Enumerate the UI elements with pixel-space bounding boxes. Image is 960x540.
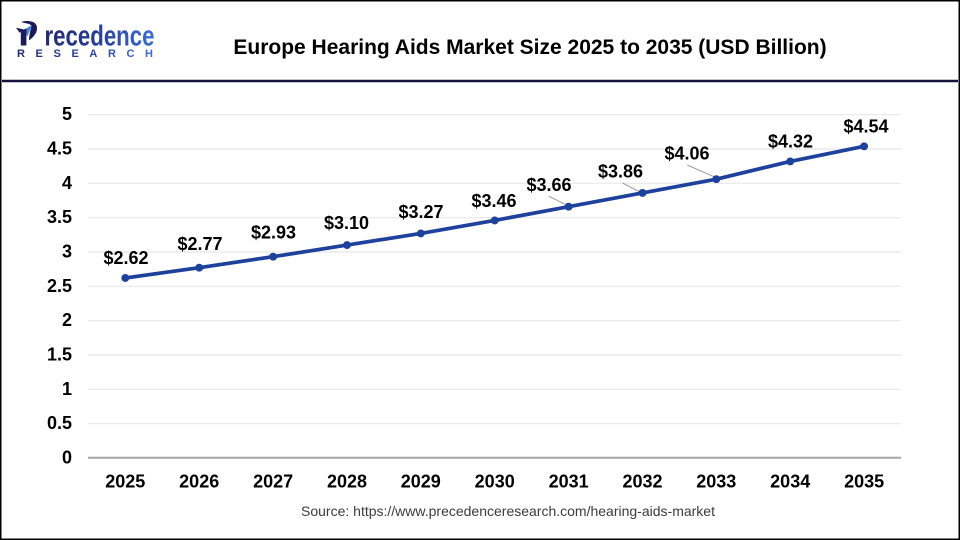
svg-text:4.5: 4.5	[47, 139, 72, 159]
svg-text:$3.46: $3.46	[471, 191, 516, 211]
svg-text:$4.54: $4.54	[843, 117, 888, 137]
svg-text:2032: 2032	[622, 472, 662, 492]
svg-text:2026: 2026	[179, 472, 219, 492]
svg-text:0.5: 0.5	[47, 413, 72, 433]
svg-text:Source: https://www.precedence: Source: https://www.precedenceresearch.c…	[301, 503, 715, 519]
svg-text:$3.66: $3.66	[526, 175, 571, 195]
svg-text:2: 2	[62, 310, 72, 330]
svg-text:1.5: 1.5	[47, 345, 72, 365]
svg-text:2035: 2035	[844, 472, 884, 492]
svg-text:1: 1	[62, 379, 72, 399]
svg-text:5: 5	[62, 104, 72, 124]
svg-text:2034: 2034	[770, 472, 810, 492]
svg-text:2.5: 2.5	[47, 276, 72, 296]
svg-text:2030: 2030	[475, 472, 515, 492]
svg-text:$3.86: $3.86	[598, 162, 643, 182]
svg-text:0: 0	[62, 448, 72, 468]
svg-text:4: 4	[62, 173, 72, 193]
svg-text:recedence: recedence	[45, 21, 155, 53]
svg-text:2033: 2033	[696, 472, 736, 492]
svg-text:3: 3	[62, 242, 72, 262]
svg-text:$2.77: $2.77	[177, 234, 222, 254]
svg-text:$3.10: $3.10	[324, 213, 369, 233]
svg-text:$3.27: $3.27	[398, 202, 443, 222]
svg-text:$4.06: $4.06	[664, 143, 709, 163]
svg-text:2025: 2025	[105, 472, 145, 492]
svg-text:Europe Hearing Aids Market Siz: Europe Hearing Aids Market Size 2025 to …	[233, 36, 826, 59]
svg-text:$2.62: $2.62	[103, 248, 148, 268]
svg-text:2028: 2028	[327, 472, 367, 492]
svg-text:2027: 2027	[253, 472, 293, 492]
svg-text:3.5: 3.5	[47, 207, 72, 227]
svg-text:2031: 2031	[549, 472, 589, 492]
svg-text:2029: 2029	[401, 472, 441, 492]
svg-text:$4.32: $4.32	[768, 132, 813, 152]
svg-text:$2.93: $2.93	[251, 222, 296, 242]
